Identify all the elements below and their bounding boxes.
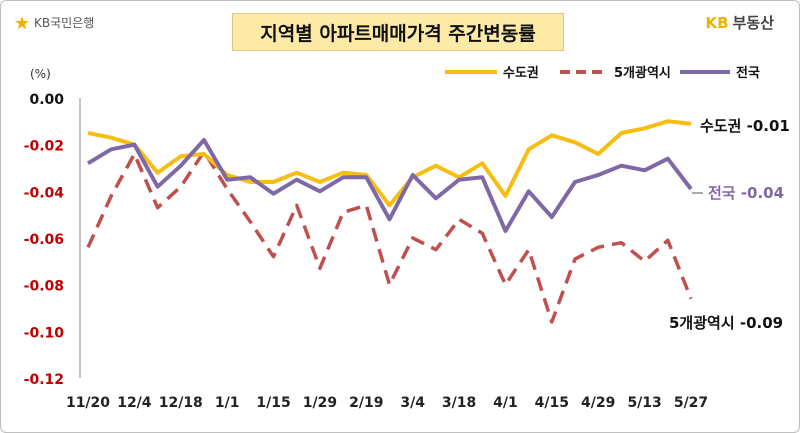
legend-label-1: 5개광역시 [614, 65, 671, 81]
chart-series [86, 119, 693, 324]
x-tick-label: 12/18 [159, 395, 203, 411]
end-label-1: 5개광역시 -0.09 [669, 314, 783, 332]
x-tick-label: 11/20 [66, 395, 110, 411]
end-label-0: 수도권 -0.01 [700, 117, 790, 135]
end-label-2: 전국 -0.04 [708, 184, 784, 202]
legend-label-0: 수도권 [503, 66, 539, 81]
x-tick-label: 2/19 [349, 395, 383, 411]
chart-title: 지역별 아파트매매가격 주간변동률 [232, 13, 564, 51]
kb-bank-logo-text: KB국민은행 [34, 16, 95, 30]
x-tick-label: 3/4 [400, 395, 425, 411]
x-tick-label: 1/15 [256, 395, 290, 411]
y-tick-label: -0.06 [24, 232, 64, 248]
series-line-1 [86, 149, 693, 324]
x-tick-label: 5/27 [674, 395, 708, 411]
y-axis-unit: (%) [30, 67, 51, 81]
kb-bank-logo: KB국민은행 [14, 14, 94, 31]
x-tick-label: 1/1 [215, 395, 240, 411]
kb-star-icon [15, 15, 29, 29]
x-tick-label: 3/18 [442, 395, 476, 411]
y-tick-label: -0.04 [24, 185, 65, 201]
y-tick-label: -0.12 [24, 372, 64, 388]
x-tick-label: 5/13 [627, 395, 661, 411]
x-tick-label: 12/4 [117, 395, 152, 411]
y-tick-label: -0.08 [24, 279, 64, 295]
chart-end-labels: 수도권 -0.01 5개광역시 -0.09 전국 -0.04 [669, 117, 790, 332]
kb-logo-text: 부동산 [732, 14, 774, 32]
x-tick-label: 4/15 [535, 395, 569, 411]
y-tick-label: -0.10 [24, 325, 65, 341]
legend-label-2: 전국 [736, 65, 760, 81]
x-tick-label: 4/29 [581, 395, 615, 411]
kb-logo-mark: KB [705, 14, 729, 32]
y-tick-label: 0.00 [29, 92, 64, 108]
series-line-0 [87, 119, 692, 208]
x-tick-label: 1/29 [303, 395, 337, 411]
chart-legend: 수도권 5개광역시 전국 [445, 65, 760, 81]
kb-realestate-logo: KB 부동산 [706, 12, 774, 33]
series-line-2 [86, 138, 693, 233]
y-tick-label: -0.02 [24, 139, 64, 155]
x-tick-label: 4/1 [493, 395, 518, 411]
